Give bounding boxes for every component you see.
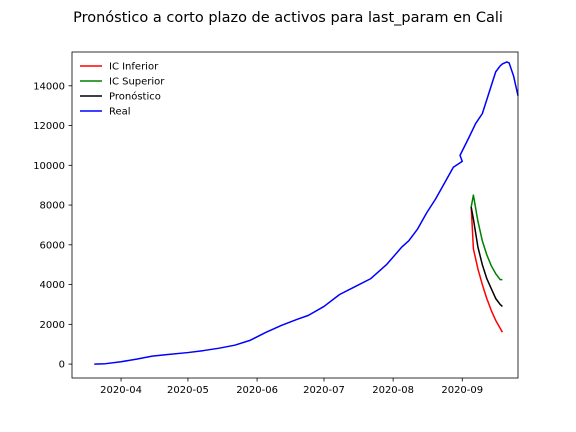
series-line-ic-superior (470, 194, 503, 281)
x-tick-label: 2020-04 (100, 385, 142, 396)
y-axis: 0 2000 4000 6000 8000 10000 12000 14000 (33, 81, 72, 371)
y-tick-label: 6000 (40, 240, 65, 251)
legend-label-real: Real (109, 107, 131, 118)
axes-frame (71, 51, 519, 379)
plot-area (94, 61, 519, 365)
y-tick-label: 14000 (33, 81, 65, 92)
x-axis: 2020-04 2020-05 2020-06 2020-07 2020-08 2020-… (100, 378, 483, 396)
x-tick-label: 2020-06 (236, 385, 278, 396)
legend-label-ic-inferior: IC Inferior (109, 62, 159, 73)
x-tick-label: 2020-08 (372, 385, 414, 396)
legend: IC Inferior IC Superior Pronóstico Real (80, 62, 165, 118)
y-tick-label: 8000 (40, 201, 65, 212)
y-tick-label: 2000 (40, 320, 65, 331)
y-tick-label: 0 (59, 360, 65, 371)
x-tick-label: 2020-07 (303, 385, 345, 396)
chart-title: Pronóstico a corto plazo de activos para… (73, 10, 503, 26)
legend-label-pronostico: Pronóstico (109, 91, 161, 103)
series-line-ic-inferior (470, 206, 504, 333)
series-line-pronostico (470, 206, 503, 307)
y-tick-label: 10000 (33, 161, 65, 172)
y-tick-label: 4000 (40, 280, 65, 291)
x-tick-label: 2020-09 (441, 385, 483, 396)
x-tick-label: 2020-05 (167, 385, 209, 396)
legend-label-ic-superior: IC Superior (109, 77, 165, 88)
y-tick-label: 12000 (33, 121, 65, 132)
series-line-real (94, 61, 519, 365)
